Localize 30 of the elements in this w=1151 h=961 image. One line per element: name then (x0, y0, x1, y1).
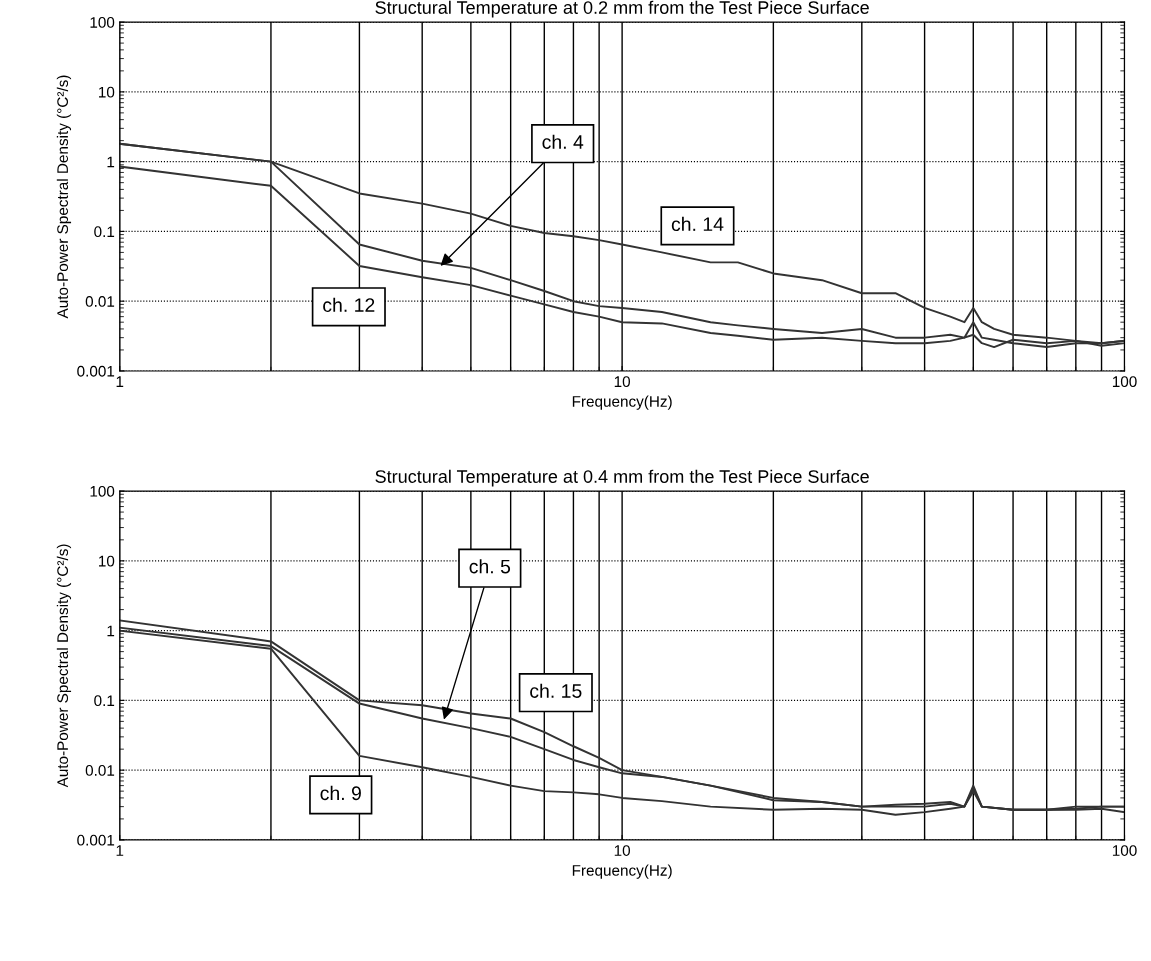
y-tick-label: 0.001 (77, 365, 115, 377)
x-tick-label: 10 (614, 376, 631, 388)
annotation: ch. 9 (320, 785, 361, 801)
y-axis-title: Auto-Power Spectral Density (°C²/s) (56, 75, 72, 319)
annotation: ch. 4 (542, 134, 584, 149)
x-axis-title: Frequency(Hz) (572, 864, 672, 879)
y-tick-label: 1 (107, 625, 115, 637)
annotation: ch. 14 (671, 216, 724, 232)
annotation: ch. 15 (530, 683, 582, 698)
annotation: ch. 5 (469, 559, 511, 574)
y-axis-title: Auto-Power Spectral Density (°C²/s) (56, 544, 72, 788)
x-tick-label: 100 (1112, 376, 1137, 388)
y-tick-label: 0.001 (77, 834, 115, 846)
y-tick-label: 10 (99, 555, 115, 567)
y-tick-label: 10 (99, 86, 115, 98)
y-tick-label: 0.01 (85, 765, 115, 776)
y-tick-label: 100 (90, 16, 115, 28)
y-tick-label: 0.01 (85, 296, 115, 307)
x-tick-label: 100 (1112, 845, 1137, 856)
y-tick-label: 1 (107, 156, 115, 168)
x-tick-label: 1 (116, 376, 124, 387)
x-axis-title: Frequency(Hz) (572, 395, 672, 410)
x-tick-label: 10 (614, 845, 631, 856)
chart-title: Structural Temperature at 0.4 mm from the Test Piece Surface (375, 469, 869, 487)
chart-title: Structural Temperature at 0.2 mm from the Test Piece Surface (375, 0, 869, 18)
y-tick-label: 0.1 (94, 695, 115, 707)
y-tick-label: 100 (90, 485, 115, 497)
y-tick-label: 0.1 (94, 226, 115, 238)
x-tick-label: 1 (116, 845, 124, 856)
annotation: ch. 12 (323, 297, 375, 312)
